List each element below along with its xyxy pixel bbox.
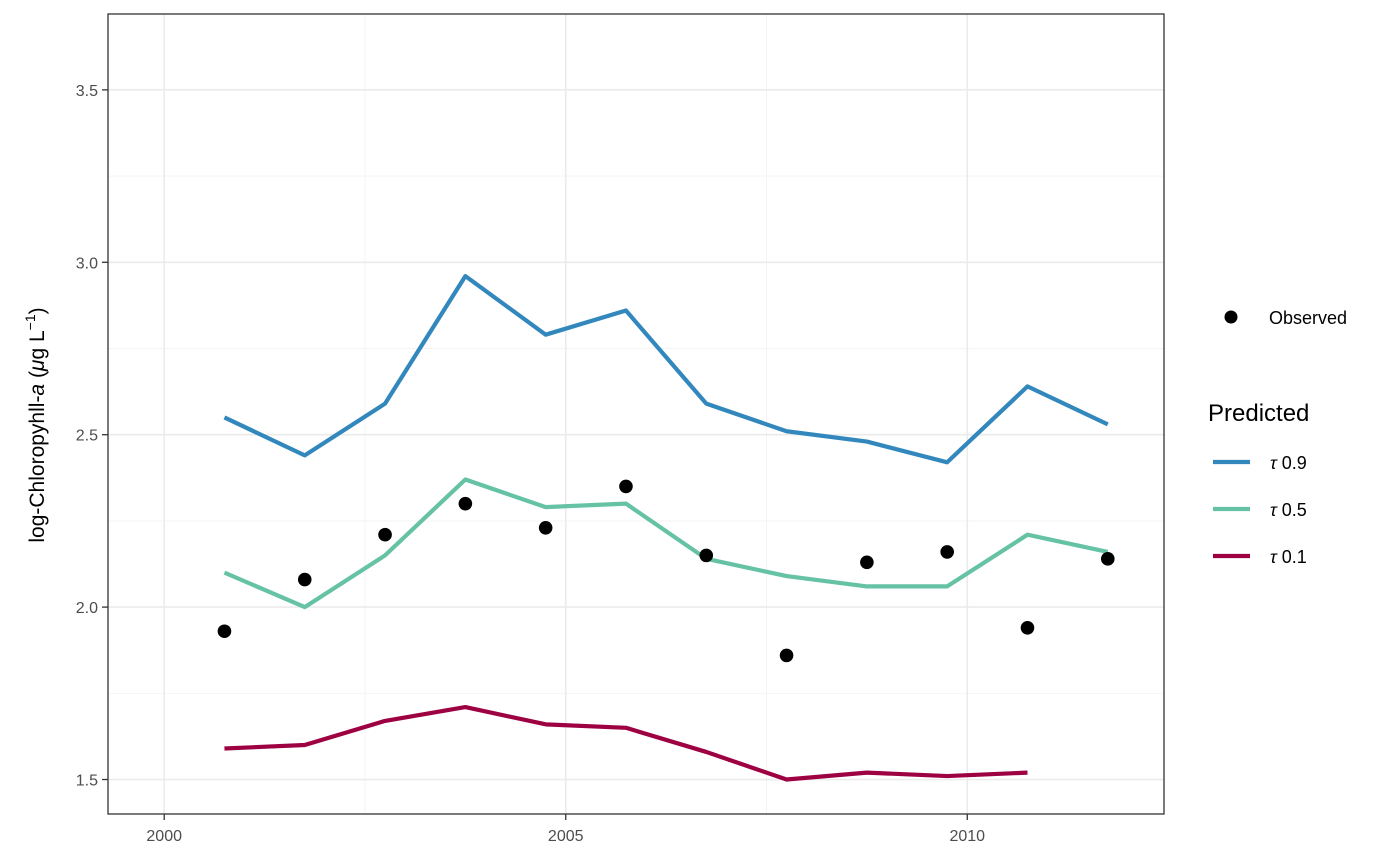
observed-point bbox=[779, 648, 794, 663]
series-layer bbox=[223, 273, 1109, 782]
y-tick-label: 3.5 bbox=[76, 83, 98, 100]
legend-observed-label: Observed bbox=[1269, 308, 1347, 328]
legend-label-1: τ 0.9 bbox=[1270, 453, 1307, 473]
legend: Observed Predicted τ 0.9 τ 0.5 τ 0.1 bbox=[1208, 308, 1347, 567]
legend-label-2: τ 0.5 bbox=[1270, 500, 1307, 520]
y-tick-label: 3.0 bbox=[76, 255, 98, 272]
y-tick-label: 2.0 bbox=[76, 600, 98, 617]
series-line-2 bbox=[223, 477, 1109, 610]
series-line-3 bbox=[224, 704, 1028, 782]
observed-point bbox=[217, 624, 232, 639]
legend-items: τ 0.9 τ 0.5 τ 0.1 bbox=[1213, 453, 1307, 567]
legend-observed-marker bbox=[1224, 310, 1238, 324]
y-tick-label: 2.5 bbox=[76, 428, 98, 445]
legend-label-3: τ 0.1 bbox=[1270, 547, 1307, 567]
observed-point bbox=[860, 555, 874, 570]
x-tick-label: 2005 bbox=[548, 828, 584, 845]
x-tick-label: 2000 bbox=[146, 828, 182, 845]
grid bbox=[108, 14, 1164, 814]
series-line-1 bbox=[223, 273, 1109, 465]
observed-point bbox=[1020, 620, 1035, 635]
observed-point bbox=[940, 545, 954, 559]
legend-title: Predicted bbox=[1208, 400, 1309, 427]
observed-point bbox=[458, 496, 473, 511]
panel-border bbox=[107, 13, 1165, 815]
observed-point bbox=[619, 479, 633, 494]
observed-point bbox=[1100, 552, 1115, 566]
x-tick-label: 2010 bbox=[949, 828, 985, 845]
y-axis-title: log-Chloropyhll-a (μg L−1) bbox=[22, 307, 49, 542]
points-layer bbox=[217, 479, 1115, 663]
observed-point bbox=[297, 572, 312, 587]
observed-point bbox=[699, 548, 714, 563]
observed-point bbox=[378, 527, 392, 542]
axes: 2000 2005 2010 1.5 2.0 2.5 3.0 3.5 bbox=[76, 83, 985, 845]
observed-point bbox=[538, 520, 553, 535]
y-tick-label: 1.5 bbox=[76, 773, 98, 790]
